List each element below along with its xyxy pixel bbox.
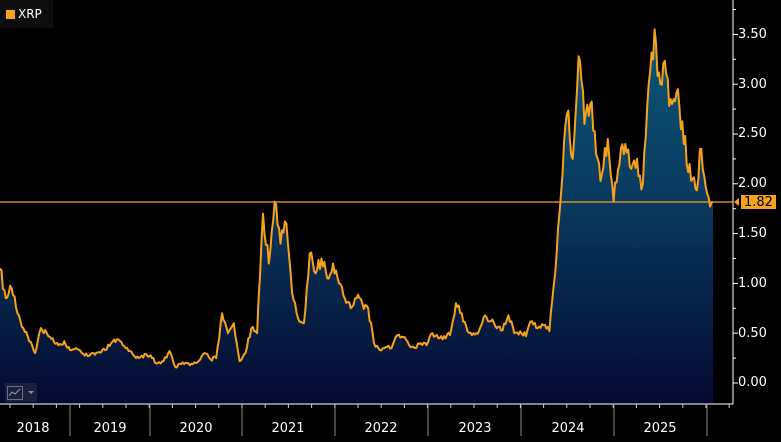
y-label: 0.00	[738, 375, 767, 390]
x-label-2024: 2024	[551, 421, 585, 436]
legend-swatch-xrp	[6, 9, 15, 19]
y-label: 1.50	[738, 226, 767, 241]
x-label-2021: 2021	[271, 421, 305, 436]
y-label: 2.50	[738, 126, 767, 141]
chevron-down-icon[interactable]	[28, 391, 34, 394]
last-value-arrow-icon	[734, 198, 739, 206]
x-axis-ticks	[9, 404, 730, 436]
x-label-2019: 2019	[93, 421, 127, 436]
chart-type-button[interactable]	[5, 383, 37, 402]
y-label: 1.00	[738, 276, 767, 291]
y-label: 3.00	[738, 77, 767, 92]
x-label-2018: 2018	[16, 421, 50, 436]
line-chart-icon	[7, 385, 23, 400]
y-axis-ticks	[733, 9, 738, 384]
x-label-2023: 2023	[458, 421, 492, 436]
price-area-fill	[0, 29, 713, 405]
x-label-2022: 2022	[364, 421, 398, 436]
legend-label-xrp: XRP	[18, 7, 42, 21]
axes	[0, 0, 738, 436]
y-label: 3.50	[738, 27, 767, 42]
plot-area	[0, 28, 733, 405]
x-label-2025: 2025	[643, 421, 677, 436]
price-line	[0, 28, 714, 369]
legend: XRP	[0, 0, 53, 28]
y-label: 0.50	[738, 326, 767, 341]
y-label: 2.00	[738, 176, 767, 191]
last-value-badge: 1.82	[740, 194, 777, 210]
x-label-2020: 2020	[179, 421, 213, 436]
